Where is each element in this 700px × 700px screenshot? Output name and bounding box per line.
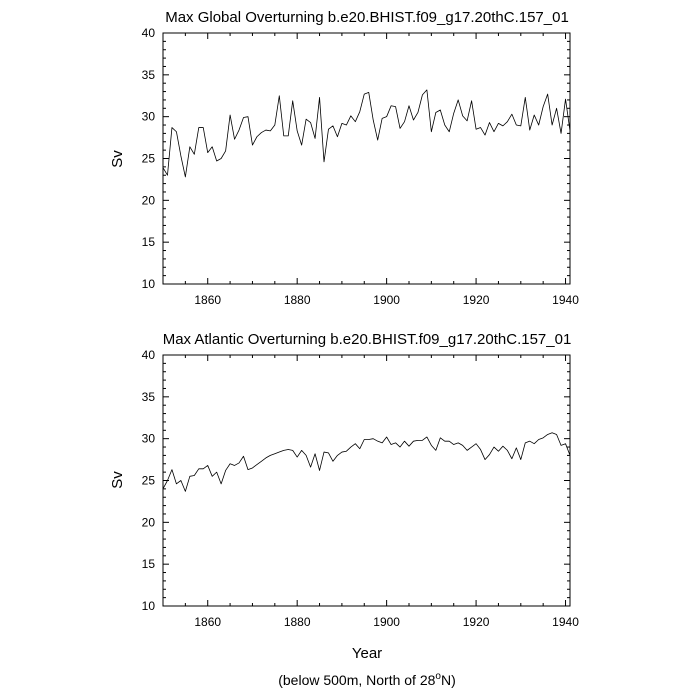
atlantic-xtick-label: 1880 <box>284 615 311 629</box>
global-ytick-label: 20 <box>142 193 156 207</box>
region-footnote: (below 500m, North of 28oN) <box>278 671 456 688</box>
atlantic-ytick-label: 25 <box>142 474 156 488</box>
global-xtick-label: 1900 <box>373 293 400 307</box>
atlantic-chart-title: Max Atlantic Overturning b.e20.BHIST.f09… <box>163 331 572 348</box>
atlantic-overturning-panel: Max Atlantic Overturning b.e20.BHIST.f09… <box>109 331 579 662</box>
footnote-degree-superscript: o <box>435 671 441 682</box>
global-ytick-label: 10 <box>142 277 156 291</box>
atlantic-y-axis-label: Sv <box>109 471 126 489</box>
atlantic-xtick-label: 1860 <box>194 615 221 629</box>
atlantic-ytick-label: 15 <box>142 557 156 571</box>
global-chart-title: Max Global Overturning b.e20.BHIST.f09_g… <box>165 9 569 26</box>
atlantic-overturning-line <box>162 432 571 492</box>
atlantic-axis-ticks: 10 15 20 25 30 35 40 1860 1880 1900 1920 1940 <box>142 348 580 629</box>
global-axis-ticks: 10 15 20 25 30 35 40 1860 1880 1900 1920 1940 <box>142 26 580 307</box>
global-ytick-label: 35 <box>142 68 156 82</box>
global-ytick-label: 40 <box>142 26 156 40</box>
atlantic-xtick-label: 1920 <box>463 615 490 629</box>
footnote-prefix: (below 500m, North of 28 <box>278 672 435 688</box>
global-xtick-label: 1860 <box>194 293 221 307</box>
footnote-suffix: N) <box>441 672 456 688</box>
atlantic-ytick-label: 20 <box>142 515 156 529</box>
global-overturning-panel: Max Global Overturning b.e20.BHIST.f09_g… <box>109 9 579 307</box>
atlantic-ytick-label: 30 <box>142 432 156 446</box>
global-xtick-label: 1880 <box>284 293 311 307</box>
atlantic-xtick-label: 1940 <box>552 615 579 629</box>
global-overturning-line <box>162 89 571 178</box>
global-xtick-label: 1940 <box>552 293 579 307</box>
global-xtick-label: 1920 <box>463 293 490 307</box>
atlantic-ytick-label: 40 <box>142 348 156 362</box>
atlantic-xtick-label: 1900 <box>373 615 400 629</box>
global-ytick-label: 15 <box>142 235 156 249</box>
global-ytick-label: 25 <box>142 152 156 166</box>
atlantic-ytick-label: 10 <box>142 599 156 613</box>
atlantic-ytick-label: 35 <box>142 390 156 404</box>
global-y-axis-label: Sv <box>109 150 126 168</box>
x-axis-label: Year <box>352 645 382 662</box>
global-ytick-label: 30 <box>142 110 156 124</box>
